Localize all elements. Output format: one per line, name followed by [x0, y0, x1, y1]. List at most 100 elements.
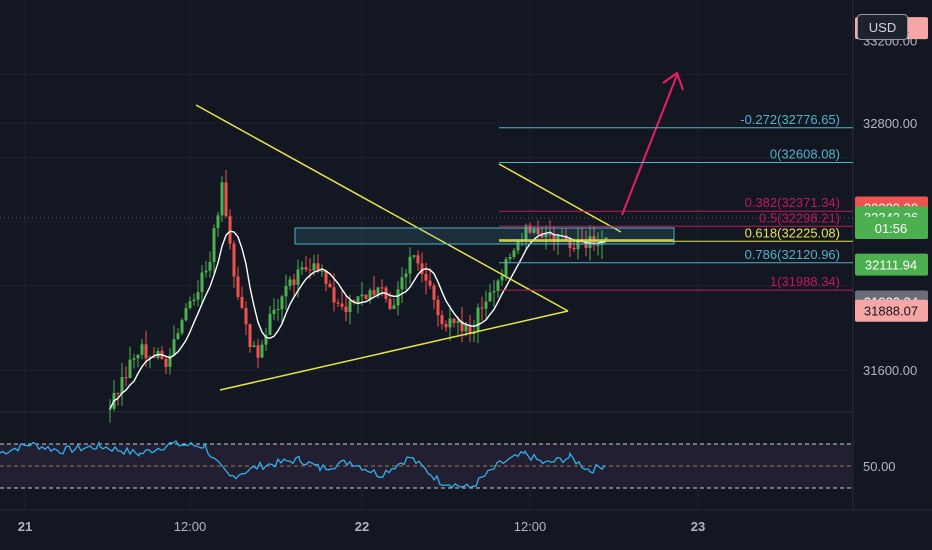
fib-level-label: 0.786(32120.96) — [745, 247, 840, 262]
candle-body — [440, 315, 444, 324]
fib-level-label: 1(31988.34) — [770, 274, 840, 289]
candle — [396, 281, 400, 316]
candle-body — [216, 215, 220, 229]
candle-body — [340, 303, 344, 307]
candle-body — [236, 276, 240, 297]
candle — [184, 303, 188, 322]
candle-body — [244, 308, 248, 325]
candle — [128, 346, 132, 379]
candle — [240, 286, 244, 310]
fib-level: 0.5(32298.21) — [499, 210, 853, 227]
candle — [176, 328, 180, 341]
candle-body — [572, 247, 576, 250]
candle-body — [388, 299, 392, 309]
price-axis[interactable]: 33200.0032800.0031600.003326132389.30323… — [855, 17, 928, 474]
candle-body — [372, 290, 376, 296]
candle — [116, 392, 120, 406]
price-tag-label: 01:56 — [875, 221, 908, 236]
candle — [448, 305, 452, 341]
candle-body — [488, 292, 492, 302]
candle-body — [108, 408, 112, 410]
triangle-lower-trendline — [219, 310, 569, 391]
candle-body — [344, 306, 348, 313]
candle-body — [316, 263, 320, 272]
time-axis[interactable]: 21 12:00 22 12:00 23 — [18, 519, 705, 534]
price-axis-tick: 31600.00 — [863, 363, 917, 378]
candle — [476, 303, 480, 344]
candle-body — [500, 275, 504, 281]
fib-level-label: 0(32608.08) — [770, 147, 840, 162]
candle — [280, 295, 284, 324]
candle — [328, 280, 332, 288]
candle-body — [172, 339, 176, 356]
candle-body — [496, 280, 500, 291]
candle-body — [424, 274, 428, 281]
candle — [492, 279, 496, 307]
candle-body — [180, 320, 184, 334]
candle-body — [444, 323, 448, 328]
candle-body — [164, 359, 168, 367]
candle-body — [312, 263, 316, 271]
candle — [148, 355, 152, 369]
time-axis-label: 12:00 — [514, 519, 547, 534]
candle-body — [556, 235, 560, 242]
candle-body — [288, 279, 292, 286]
candle — [108, 399, 112, 423]
candle — [244, 301, 248, 336]
candle — [372, 275, 376, 296]
price-tag: 01:56 — [855, 217, 928, 239]
candle-body — [596, 244, 600, 246]
candle-body — [536, 228, 540, 235]
candle-body — [392, 305, 396, 309]
candle — [196, 280, 200, 307]
candle-body — [184, 308, 188, 321]
candle-body — [332, 287, 336, 303]
candle — [472, 319, 476, 343]
candle-body — [280, 296, 284, 310]
candle — [432, 283, 436, 310]
candle — [408, 247, 412, 284]
candle-body — [544, 234, 548, 238]
currency-button[interactable]: USD — [857, 14, 908, 40]
candle-body — [348, 300, 352, 313]
price-tag: 32111.94 — [855, 253, 928, 276]
candle-body — [132, 358, 136, 360]
candle-body — [532, 228, 536, 233]
candle — [456, 316, 460, 335]
time-axis-label: 12:00 — [174, 519, 207, 534]
candle — [428, 267, 432, 289]
candle-body — [140, 344, 144, 355]
moving-average-line — [109, 230, 607, 410]
candle-body — [192, 299, 196, 302]
fib-level: 0.618(32225.08) — [499, 225, 853, 242]
candle-body — [456, 321, 460, 323]
candle — [468, 314, 472, 343]
candle — [484, 290, 488, 319]
candle-body — [360, 294, 364, 297]
candle — [168, 347, 172, 375]
candle-body — [588, 236, 592, 248]
candle — [272, 298, 276, 321]
candle-body — [144, 344, 148, 359]
candle-body — [196, 292, 200, 300]
candle — [344, 296, 348, 322]
rsi-line — [0, 439, 606, 489]
candle — [392, 298, 396, 310]
candle — [496, 278, 500, 298]
candle-body — [420, 263, 424, 274]
candle — [160, 346, 164, 360]
rsi-pane — [0, 439, 853, 489]
candle-body — [204, 270, 208, 273]
candle — [436, 295, 440, 327]
candle-body — [484, 301, 488, 309]
candle-body — [412, 255, 416, 257]
candle — [268, 306, 272, 336]
candle-body — [508, 257, 512, 259]
fib-level: -0.272(32776.65) — [499, 112, 853, 129]
candle-body — [448, 318, 452, 328]
candle — [208, 251, 212, 278]
candle — [232, 240, 236, 288]
candle-body — [252, 345, 256, 348]
candle-body — [188, 301, 192, 308]
